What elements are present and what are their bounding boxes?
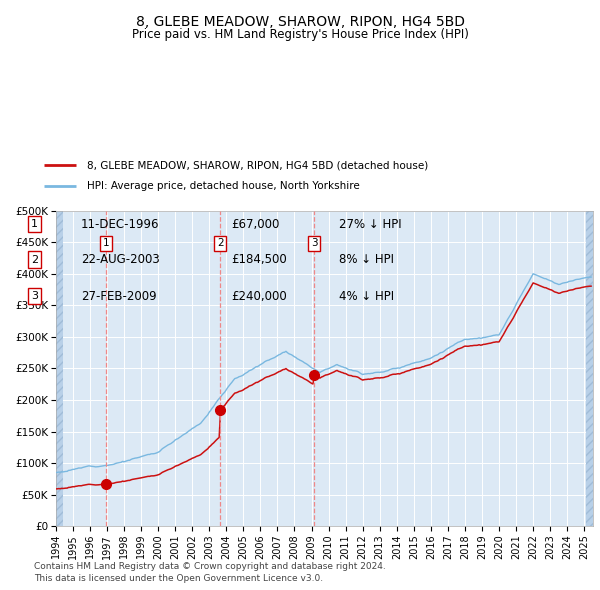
Text: 8, GLEBE MEADOW, SHAROW, RIPON, HG4 5BD (detached house): 8, GLEBE MEADOW, SHAROW, RIPON, HG4 5BD … bbox=[87, 160, 428, 171]
Text: 8% ↓ HPI: 8% ↓ HPI bbox=[339, 253, 394, 266]
Text: £67,000: £67,000 bbox=[231, 218, 280, 231]
Text: 2: 2 bbox=[217, 238, 223, 248]
Text: 11-DEC-1996: 11-DEC-1996 bbox=[81, 218, 160, 231]
Text: 8, GLEBE MEADOW, SHAROW, RIPON, HG4 5BD: 8, GLEBE MEADOW, SHAROW, RIPON, HG4 5BD bbox=[136, 15, 464, 29]
Text: 27-FEB-2009: 27-FEB-2009 bbox=[81, 290, 157, 303]
Bar bbox=[56, 211, 63, 526]
Text: 3: 3 bbox=[311, 238, 317, 248]
Text: 1: 1 bbox=[103, 238, 109, 248]
Text: Price paid vs. HM Land Registry's House Price Index (HPI): Price paid vs. HM Land Registry's House … bbox=[131, 28, 469, 41]
Text: £240,000: £240,000 bbox=[231, 290, 287, 303]
Text: Contains HM Land Registry data © Crown copyright and database right 2024.
This d: Contains HM Land Registry data © Crown c… bbox=[34, 562, 386, 583]
Text: HPI: Average price, detached house, North Yorkshire: HPI: Average price, detached house, Nort… bbox=[87, 181, 359, 191]
Text: 3: 3 bbox=[31, 291, 38, 301]
Text: 27% ↓ HPI: 27% ↓ HPI bbox=[339, 218, 401, 231]
Text: 22-AUG-2003: 22-AUG-2003 bbox=[81, 253, 160, 266]
Text: 1: 1 bbox=[31, 219, 38, 229]
Text: £184,500: £184,500 bbox=[231, 253, 287, 266]
Bar bbox=[586, 211, 593, 526]
Text: 4% ↓ HPI: 4% ↓ HPI bbox=[339, 290, 394, 303]
Text: 2: 2 bbox=[31, 255, 38, 264]
